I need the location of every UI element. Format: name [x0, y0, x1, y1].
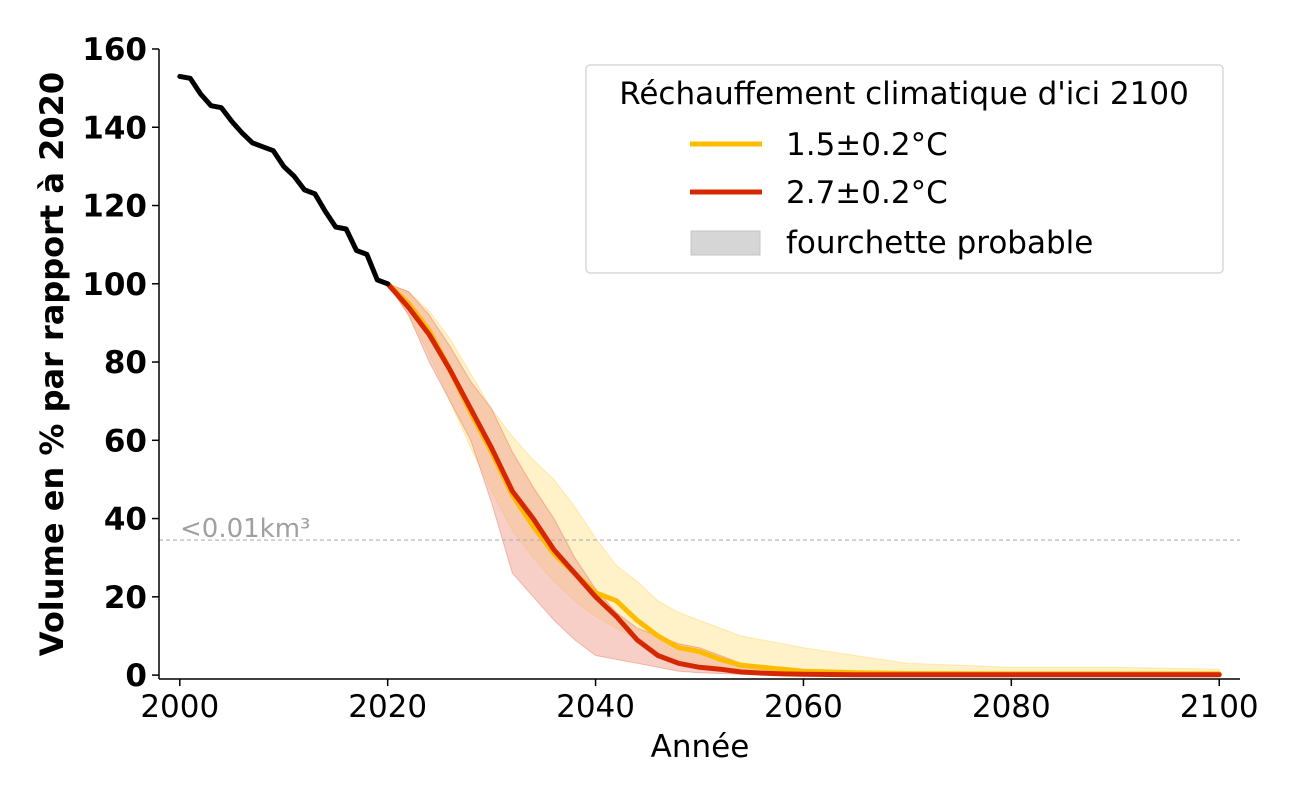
y-axis-label: Volume en % par rapport à 2020 — [33, 72, 71, 656]
historical-line — [177, 73, 391, 287]
x-axis-label: Année — [651, 729, 750, 765]
legend-title: Réchauffement climatique d'ici 2100 — [619, 76, 1189, 112]
band-2-7 — [386, 282, 1220, 676]
x-tick-label: 2100 — [1180, 689, 1259, 725]
legend-entry-range: fourchette probable — [786, 225, 1093, 261]
y-tick-label: 140 — [82, 110, 147, 146]
x-tick-label: 2040 — [556, 689, 635, 725]
x-tick-label: 2080 — [972, 689, 1051, 725]
threshold-label: <0.01km³ — [180, 514, 310, 544]
legend-entry-2-7: 2.7±0.2°C — [786, 175, 948, 211]
threshold-layer: <0.01km³ — [159, 514, 1240, 544]
x-tick-label: 2020 — [348, 689, 427, 725]
x-tick-label: 2060 — [764, 689, 843, 725]
axes — [152, 48, 1240, 686]
legend-swatch-range — [690, 230, 761, 256]
y-tick-label: 40 — [104, 502, 147, 538]
series-line-2-7 — [385, 281, 1222, 678]
legend: Réchauffement climatique d'ici 2100 1.5±… — [585, 64, 1224, 274]
legend-entry-1-5: 1.5±0.2°C — [786, 127, 948, 163]
y-tick-label: 0 — [125, 658, 147, 694]
y-tick-label: 120 — [82, 189, 147, 225]
legend-frame — [585, 64, 1224, 274]
x-tick-label: 2000 — [140, 689, 219, 725]
y-tick-label: 80 — [104, 345, 147, 381]
y-tick-label: 60 — [104, 423, 147, 459]
confidence-bands — [386, 282, 1220, 676]
series-lines — [177, 73, 1222, 678]
y-tick-label: 20 — [104, 580, 147, 616]
y-tick-label: 160 — [82, 32, 147, 68]
y-tick-label: 100 — [82, 267, 147, 303]
